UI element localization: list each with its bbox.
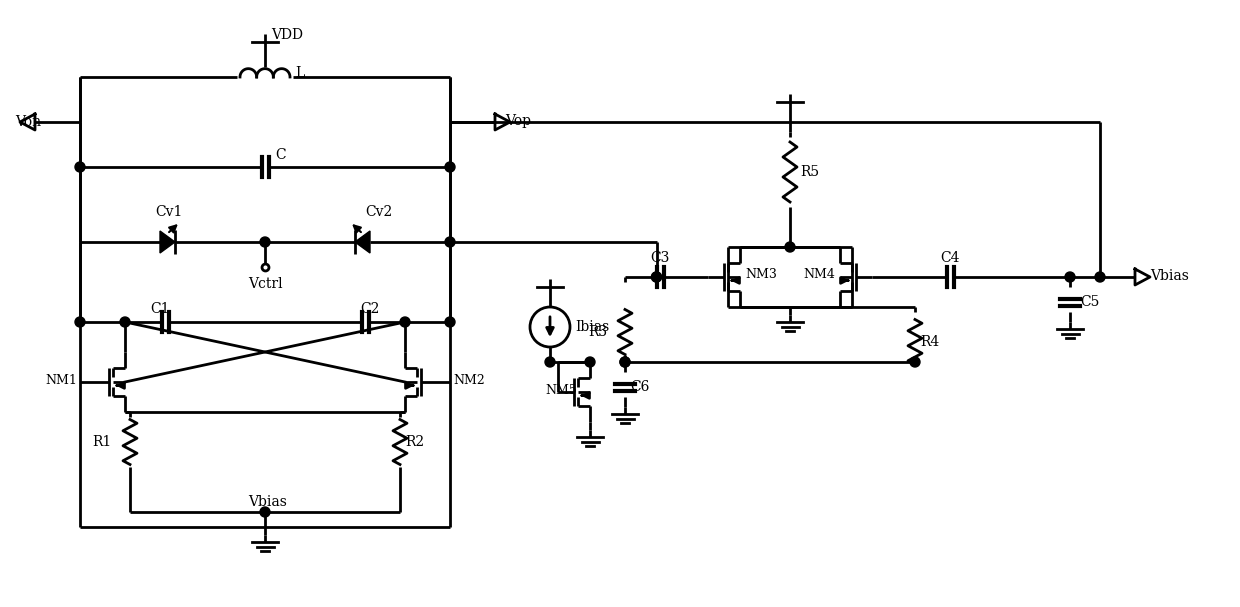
Text: C4: C4 bbox=[940, 251, 960, 265]
Text: C1: C1 bbox=[150, 302, 170, 316]
Text: C5: C5 bbox=[1080, 295, 1100, 309]
Text: C6: C6 bbox=[630, 380, 650, 394]
Text: VDD: VDD bbox=[272, 28, 303, 42]
Text: C2: C2 bbox=[361, 302, 379, 316]
Circle shape bbox=[445, 162, 455, 172]
Text: R1: R1 bbox=[93, 435, 112, 449]
Circle shape bbox=[585, 357, 595, 367]
Circle shape bbox=[651, 272, 661, 282]
Text: NM3: NM3 bbox=[745, 268, 777, 280]
Text: Cv2: Cv2 bbox=[365, 205, 392, 219]
Circle shape bbox=[401, 317, 410, 327]
Polygon shape bbox=[1135, 269, 1149, 285]
Circle shape bbox=[1065, 272, 1075, 282]
Text: Vbias: Vbias bbox=[1149, 269, 1189, 283]
Text: NM4: NM4 bbox=[804, 268, 835, 280]
Circle shape bbox=[260, 237, 270, 247]
Text: Cv1: Cv1 bbox=[155, 205, 182, 219]
Polygon shape bbox=[495, 114, 510, 130]
Text: L: L bbox=[295, 66, 304, 80]
Circle shape bbox=[546, 357, 556, 367]
Circle shape bbox=[74, 162, 86, 172]
Circle shape bbox=[445, 237, 455, 247]
Text: R4: R4 bbox=[920, 335, 939, 349]
Circle shape bbox=[260, 507, 270, 517]
Text: NM5: NM5 bbox=[546, 384, 577, 396]
Polygon shape bbox=[355, 231, 370, 253]
Text: C3: C3 bbox=[650, 251, 670, 265]
Text: R2: R2 bbox=[405, 435, 424, 449]
Text: Vbias: Vbias bbox=[248, 495, 288, 509]
Text: Vop: Vop bbox=[505, 114, 531, 128]
Circle shape bbox=[785, 242, 795, 252]
Circle shape bbox=[445, 317, 455, 327]
Polygon shape bbox=[160, 231, 175, 253]
Text: NM2: NM2 bbox=[453, 373, 485, 387]
Text: Ibias: Ibias bbox=[575, 320, 609, 334]
Circle shape bbox=[910, 357, 920, 367]
Text: C: C bbox=[275, 148, 285, 162]
Circle shape bbox=[1095, 272, 1105, 282]
Circle shape bbox=[651, 272, 661, 282]
Circle shape bbox=[74, 317, 86, 327]
Circle shape bbox=[620, 357, 630, 367]
Circle shape bbox=[620, 357, 630, 367]
Text: Von: Von bbox=[15, 115, 41, 129]
Text: R3: R3 bbox=[588, 325, 608, 339]
Text: Vctrl: Vctrl bbox=[248, 277, 283, 291]
Text: NM1: NM1 bbox=[45, 373, 77, 387]
Circle shape bbox=[120, 317, 130, 327]
Text: R5: R5 bbox=[800, 165, 820, 179]
Polygon shape bbox=[20, 114, 35, 130]
